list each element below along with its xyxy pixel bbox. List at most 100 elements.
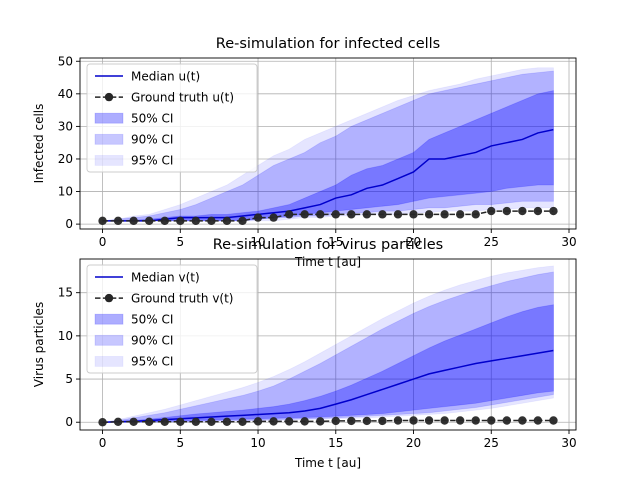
virus-truth-point — [471, 416, 480, 425]
infected-x-tick-label: 15 — [328, 235, 343, 249]
virus-truth-point — [518, 416, 527, 425]
virus-truth-point — [393, 416, 403, 425]
infected-x-tick-label: 30 — [561, 235, 576, 249]
virus-legend-band-handle-3 — [94, 334, 124, 346]
virus-y-tick-label: 5 — [65, 372, 73, 386]
virus-y-tick-label: 0 — [65, 415, 73, 429]
infected-legend-box — [86, 63, 258, 173]
infected-x-tick-label: 25 — [484, 235, 499, 249]
virus-y-axis-label: Virus particles — [32, 302, 46, 387]
infected-y-tick-label: 40 — [58, 87, 73, 101]
infected-truth-point — [176, 216, 185, 226]
virus-x-axis-label: Time t [au] — [294, 456, 361, 470]
infected-truth-point — [487, 206, 496, 216]
virus-truth-point — [455, 416, 465, 425]
infected-truth-point — [316, 210, 325, 219]
infected-legend-truth-marker — [104, 92, 114, 102]
virus-legend-entry-2: 50% CI — [131, 313, 173, 327]
infected-legend: Median u(t) Ground truth u(t) 50% CI 90% CI… — [86, 63, 258, 173]
virus-truth-point — [300, 417, 309, 426]
virus-truth-point — [362, 416, 372, 426]
infected-truth-point — [284, 210, 294, 219]
infected-truth-point — [362, 210, 372, 219]
infected-truth-point — [113, 216, 123, 226]
virus-x-tick-label: 15 — [328, 436, 343, 450]
infected-legend-entry-4: 95% CI — [131, 154, 173, 168]
virus-legend-band-handle-4 — [94, 355, 124, 367]
infected-legend-entry-3: 90% CI — [131, 133, 173, 147]
virus-y-tick-label: 15 — [58, 286, 73, 300]
virus-truth-point — [549, 416, 558, 425]
virus-truth-point — [191, 417, 201, 426]
infected-truth-point — [409, 210, 418, 219]
virus-x-tick-label: 0 — [99, 436, 107, 450]
virus-legend-entry-0: Median v(t) — [131, 270, 200, 284]
infected-truth-point — [160, 216, 169, 226]
infected-truth-point — [518, 206, 527, 216]
infected-y-tick-label: 20 — [58, 152, 73, 166]
infected-truth-point — [129, 216, 138, 226]
virus-truth-point — [207, 417, 216, 426]
virus-x-tick-label: 25 — [484, 436, 499, 450]
infected-truth-point — [378, 210, 387, 219]
virus-truth-point — [331, 416, 340, 426]
virus-truth-point — [176, 417, 185, 426]
infected-truth-point — [455, 210, 465, 219]
virus-legend-band-handle-2 — [94, 313, 124, 325]
infected-y-tick-label: 10 — [58, 185, 73, 199]
virus-legend-entry-4: 95% CI — [131, 355, 173, 369]
virus-truth-point — [129, 417, 138, 426]
virus-truth-point — [238, 417, 247, 426]
infected-truth-point — [238, 216, 247, 226]
virus-legend-entry-1: Ground truth v(t) — [131, 291, 234, 305]
infected-truth-point — [269, 213, 278, 222]
infected-plot-area — [98, 67, 558, 226]
virus-legend-truth-marker — [104, 293, 114, 303]
infected-x-tick-label: 20 — [406, 235, 421, 249]
virus-truth-point — [144, 417, 154, 426]
virus-truth-point — [378, 416, 387, 426]
infected-truth-point — [144, 216, 154, 226]
virus-legend-box — [86, 264, 258, 374]
virus-truth-point — [440, 416, 449, 425]
infected-truth-point — [502, 206, 512, 216]
virus-truth-point — [113, 417, 123, 426]
infected-axes-frame — [79, 57, 577, 230]
infected-truth-point — [253, 213, 263, 222]
virus-truth-point — [502, 416, 512, 425]
virus-truth-point — [409, 416, 418, 425]
infected-truth-point — [471, 210, 480, 219]
infected-truth-point — [207, 216, 216, 226]
virus-truth-point — [347, 416, 356, 426]
virus-axes-frame — [79, 258, 577, 431]
virus-x-tick-label: 10 — [250, 436, 265, 450]
infected-legend-band-handle-4 — [94, 154, 124, 166]
virus-particles-panel: 0 5 10 15 20 25 30 0 5 10 15 Time t [au] Virus parti… — [32, 237, 577, 470]
virus-y-tick-label: 10 — [58, 329, 73, 343]
infected-y-tick-label: 30 — [58, 119, 73, 133]
infected-legend-entry-2: 50% CI — [131, 112, 173, 126]
virus-x-tick-label: 5 — [176, 436, 184, 450]
virus-truth-point — [424, 416, 434, 425]
infected-truth-point — [393, 210, 403, 219]
infected-legend-entry-0: Median u(t) — [131, 69, 200, 83]
virus-truth-point — [316, 417, 325, 426]
virus-truth-point — [253, 417, 263, 426]
infected-truth-point — [533, 206, 543, 216]
virus-chart-title: Re-simulation for virus particles — [213, 237, 444, 253]
infected-x-tick-label: 5 — [176, 235, 184, 249]
infected-truth-point — [331, 210, 340, 219]
virus-truth-point — [98, 418, 107, 427]
virus-truth-point — [533, 416, 543, 425]
virus-x-tick-label: 20 — [406, 436, 421, 450]
virus-legend: Median v(t) Ground truth v(t) 50% CI 90% CI… — [86, 264, 258, 374]
virus-legend-entry-3: 90% CI — [131, 334, 173, 348]
virus-plot-area — [98, 265, 558, 427]
infected-truth-point — [440, 210, 449, 219]
infected-truth-point — [98, 216, 107, 226]
infected-legend-band-handle-2 — [94, 112, 124, 124]
infected-truth-point — [347, 210, 356, 219]
infected-y-tick-label: 50 — [58, 54, 73, 68]
infected-y-tick-label: 0 — [65, 217, 73, 231]
